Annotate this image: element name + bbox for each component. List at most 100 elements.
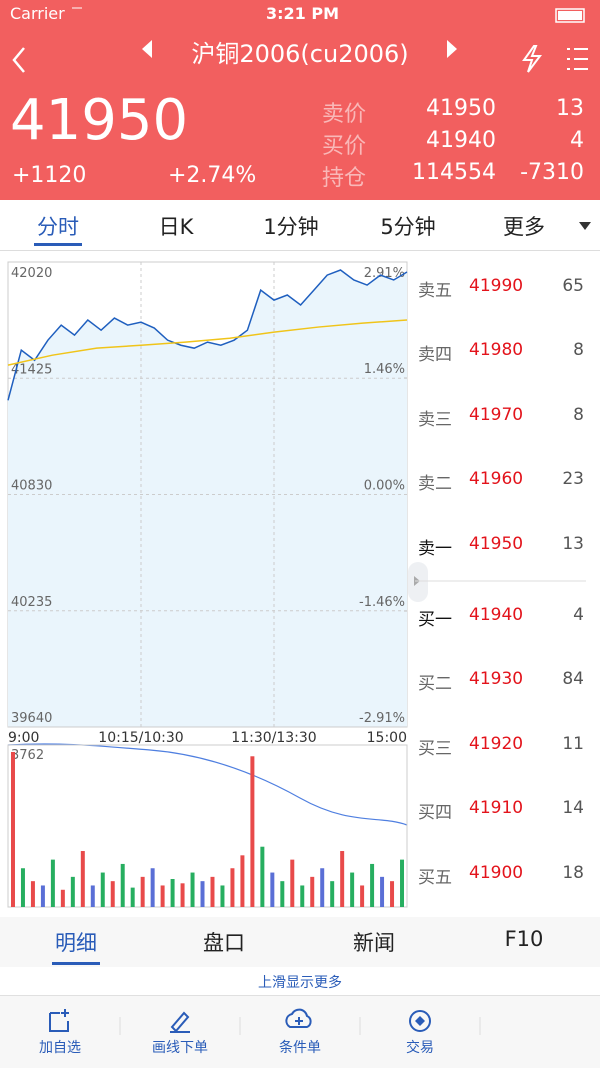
order-price: 41900 <box>469 862 524 883</box>
order-price: 41930 <box>469 669 524 690</box>
quote-size: 13 <box>556 96 584 121</box>
y2-tick-label: 1.46% <box>364 362 405 377</box>
volume-bar <box>170 879 175 907</box>
quote-size: 4 <box>570 128 584 153</box>
last-price: 41950 <box>10 88 189 153</box>
toolbar-button[interactable]: 条件单 <box>279 1040 321 1056</box>
order-size: 14 <box>562 798 584 819</box>
volume-bar <box>220 885 225 907</box>
volume-bar <box>210 876 215 907</box>
series-line <box>7 269 408 401</box>
tab[interactable]: 日K <box>158 215 194 239</box>
toolbar-icons <box>49 1008 481 1035</box>
x-tick-label: 10:15/10:30 <box>98 730 183 746</box>
volume-bar <box>190 872 195 907</box>
order-price: 41910 <box>469 798 524 819</box>
volume-bar <box>390 881 395 907</box>
volume-bar <box>280 881 285 907</box>
volume-bar <box>150 868 155 907</box>
order-size: 8 <box>573 340 584 361</box>
volume-bar <box>90 885 95 907</box>
quote-label: 买价 <box>322 134 367 159</box>
order-level: 卖一 <box>418 538 452 559</box>
tab-bar <box>0 200 600 251</box>
y-tick-label: 42020 <box>11 266 52 281</box>
header <box>0 0 600 200</box>
quote-size: -7310 <box>520 160 584 185</box>
toolbar-button[interactable]: 交易 <box>406 1040 434 1056</box>
order-price: 41970 <box>469 404 524 425</box>
volume-bar <box>380 876 385 907</box>
order-level: 卖二 <box>418 474 452 495</box>
flash-button[interactable] <box>522 45 542 73</box>
volume-bar <box>270 872 275 907</box>
tab[interactable]: 5分钟 <box>380 215 436 239</box>
volume-bar <box>180 883 185 907</box>
order-size: 8 <box>573 404 584 425</box>
order-size: 13 <box>562 533 584 554</box>
volume-bar <box>30 881 35 907</box>
volume-bar <box>360 885 365 907</box>
volume-bar <box>20 868 25 907</box>
volume-bar <box>60 889 65 907</box>
prev-contract[interactable] <box>142 40 152 58</box>
quote-price: 114554 <box>412 160 496 185</box>
y2-tick-label: 2.91% <box>364 266 405 281</box>
order-size: 4 <box>573 605 584 625</box>
y-tick-label: 39640 <box>11 711 52 726</box>
y-tick-label: 3762 <box>11 748 44 763</box>
series-line <box>7 319 408 366</box>
menu-button[interactable] <box>567 48 588 70</box>
bottom-tab[interactable]: 盘口 <box>203 931 245 955</box>
toolbar-button[interactable]: 画线下单 <box>152 1040 208 1056</box>
order-price: 41990 <box>469 276 524 296</box>
volume-frame <box>7 744 408 908</box>
volume-bar <box>370 863 375 907</box>
bottom-tab-indicator <box>52 962 100 965</box>
volume-bar <box>300 885 305 907</box>
volume-bar <box>50 859 55 907</box>
more-arrow[interactable] <box>578 220 592 232</box>
volume-bar <box>320 868 325 907</box>
toolbar <box>0 995 600 1068</box>
tab[interactable]: 分时 <box>37 215 79 239</box>
order-level: 买四 <box>418 803 452 824</box>
volume-bar <box>140 876 145 907</box>
change-pct: +2.74% <box>168 163 257 188</box>
volume-bar <box>310 876 315 907</box>
toolbar-button[interactable]: 加自选 <box>39 1040 81 1056</box>
y-tick-label: 40235 <box>11 595 52 610</box>
volume-bar <box>200 881 205 907</box>
bottom-tab[interactable]: F10 <box>504 927 544 951</box>
bottom-tab[interactable]: 明细 <box>55 931 97 955</box>
header-icons <box>12 7 588 73</box>
volume-bar <box>160 885 165 907</box>
order-size: 11 <box>562 733 584 754</box>
volume-bar <box>130 887 135 907</box>
volume-bar <box>80 851 85 907</box>
chart-area: 42020 41425 40830 40235 39640 2.91% 1.46% 0.00%… <box>7 261 586 908</box>
quote-label: 持仓 <box>322 166 367 191</box>
hint: 上滑显示更多 <box>258 975 342 991</box>
tab[interactable]: 更多 <box>503 215 545 239</box>
order-size: 84 <box>562 669 584 690</box>
order-price: 41980 <box>469 340 524 361</box>
order-level: 卖五 <box>418 281 452 301</box>
next-contract[interactable] <box>447 40 457 58</box>
volume-bar <box>100 872 105 907</box>
back-button[interactable] <box>12 47 25 73</box>
order-size: 23 <box>562 469 584 490</box>
order-level: 买二 <box>418 674 452 695</box>
order-size: 65 <box>562 276 584 296</box>
tab[interactable]: 1分钟 <box>263 215 319 239</box>
order-price: 41920 <box>469 733 524 754</box>
y2-tick-label: -2.91% <box>359 711 405 726</box>
order-price: 41960 <box>469 469 524 490</box>
contract-title: 沪铜2006(cu2006) <box>191 40 409 68</box>
x-tick-label: 9:00 <box>8 730 39 746</box>
volume-bar <box>40 885 45 907</box>
y-tick-label: 40830 <box>11 479 52 494</box>
volume-bar <box>260 846 265 907</box>
bottom-tab[interactable]: 新闻 <box>353 931 395 955</box>
